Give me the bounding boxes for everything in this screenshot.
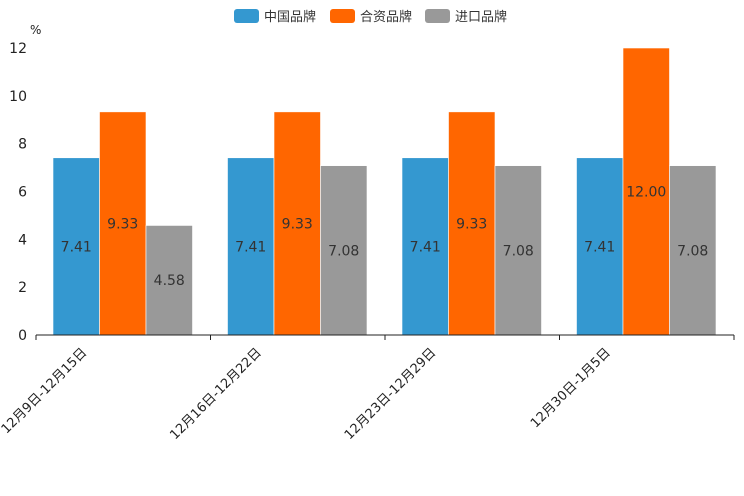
legend: 中国品牌 合资品牌 进口品牌 <box>234 9 507 25</box>
y-tick-label: 6 <box>18 185 27 201</box>
legend-swatch-2[interactable] <box>330 9 355 23</box>
bar-1-4[interactable] <box>576 157 624 336</box>
legend-label-1: 中国品牌 <box>264 9 316 25</box>
bar-value-label: 7.08 <box>503 243 534 259</box>
bar-2-3[interactable] <box>448 111 496 336</box>
y-tick-label: 12 <box>9 41 27 57</box>
bar-3-1[interactable] <box>145 225 193 336</box>
bar-3-4[interactable] <box>669 165 717 336</box>
bar-value-label: 7.41 <box>584 239 615 255</box>
x-category-label: 12月9日-12月15日 <box>0 345 90 437</box>
x-category-label: 12月16日-12月22日 <box>167 345 264 442</box>
legend-swatch-3[interactable] <box>425 9 450 23</box>
y-tick-label: 8 <box>18 137 27 153</box>
y-axis-unit-label: % <box>30 23 41 37</box>
bar-value-label: 7.08 <box>328 243 359 259</box>
y-tick-label: 10 <box>9 89 27 105</box>
bar-1-2[interactable] <box>227 157 275 336</box>
bar-value-label: 12.00 <box>626 185 666 201</box>
x-axis: 12月9日-12月15日 12月16日-12月22日 12月23日-12月29日 12… <box>0 335 735 443</box>
bar-value-label: 4.58 <box>154 273 185 289</box>
bar-value-label: 7.08 <box>677 243 708 259</box>
y-axis: 0 2 4 6 8 10 12 <box>9 41 27 344</box>
bar-value-label: 7.41 <box>61 239 92 255</box>
bars <box>52 47 717 336</box>
bar-value-label: 9.33 <box>282 216 313 232</box>
y-tick-label: 4 <box>18 232 27 248</box>
bar-1-1[interactable] <box>52 157 100 336</box>
bar-value-label: 7.41 <box>235 239 266 255</box>
x-category-label: 12月23日-12月29日 <box>342 345 439 442</box>
bar-value-label: 7.41 <box>410 239 441 255</box>
bar-2-1[interactable] <box>99 111 147 336</box>
bar-labels: 7.41 9.33 4.58 7.41 9.33 7.08 7.41 9.33 7.08 7.41… <box>61 185 709 290</box>
bar-2-2[interactable] <box>273 111 321 336</box>
x-category-label: 12月30日-1月5日 <box>528 345 614 431</box>
legend-label-3: 进口品牌 <box>455 9 507 25</box>
y-tick-label: 2 <box>18 280 27 296</box>
bar-3-2[interactable] <box>320 165 368 336</box>
y-tick-label: 0 <box>18 328 27 344</box>
legend-swatch-1[interactable] <box>234 9 259 23</box>
bar-value-label: 9.33 <box>456 216 487 232</box>
legend-label-2: 合资品牌 <box>360 9 412 25</box>
bar-value-label: 9.33 <box>107 216 138 232</box>
